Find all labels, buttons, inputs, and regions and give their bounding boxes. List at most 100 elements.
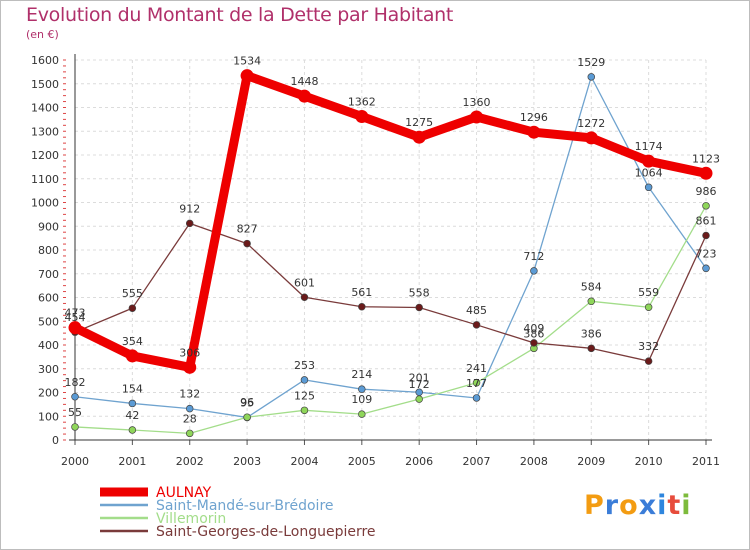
- data-point: [240, 69, 254, 83]
- data-point: [185, 219, 194, 228]
- series-villemorin: [71, 202, 710, 438]
- data-label: 1360: [463, 96, 491, 109]
- x-tick-label: 2009: [577, 455, 605, 468]
- series-line: [74, 205, 707, 435]
- logo-letter: i: [681, 490, 692, 521]
- data-label: 132: [179, 388, 200, 401]
- y-tick-label: 900: [38, 220, 59, 233]
- data-point: [472, 379, 481, 387]
- data-label: 712: [523, 250, 544, 263]
- data-point: [71, 393, 79, 401]
- data-label: 473: [65, 307, 86, 320]
- x-tick-label: 2006: [405, 455, 433, 468]
- logo-letter: i: [657, 490, 668, 521]
- data-point: [128, 304, 137, 312]
- chart-subtitle: (en €): [26, 28, 59, 41]
- data-label: 306: [179, 346, 200, 359]
- data-point: [300, 293, 309, 302]
- x-tick-label: 2010: [635, 455, 663, 468]
- data-label: 1534: [233, 55, 261, 68]
- data-point: [470, 110, 484, 124]
- data-point: [128, 399, 137, 408]
- data-point: [644, 183, 653, 192]
- data-label: 912: [179, 202, 200, 215]
- data-label: 354: [122, 335, 143, 348]
- data-label: 241: [466, 362, 487, 375]
- data-label: 601: [294, 276, 315, 289]
- data-label: 1275: [405, 116, 433, 129]
- data-label: 409: [523, 322, 544, 335]
- data-label: 986: [696, 185, 717, 198]
- legend-label: Saint-Georges-de-Longuepierre: [156, 524, 376, 540]
- legend-label: Villemorin: [156, 511, 226, 527]
- data-point: [243, 413, 251, 421]
- data-point: [183, 360, 197, 374]
- data-point: [300, 376, 309, 384]
- data-point: [472, 321, 481, 329]
- legend-label: Saint-Mandé-sur-Brédoire: [156, 498, 334, 514]
- data-label: 386: [581, 327, 602, 340]
- y-tick-label: 700: [38, 268, 59, 281]
- legend-label: AULNAY: [156, 485, 212, 501]
- data-label: 55: [68, 406, 82, 419]
- data-label: 561: [351, 286, 372, 299]
- data-point: [530, 339, 538, 347]
- y-tick-label: 400: [38, 339, 59, 352]
- y-tick-label: 0: [52, 434, 59, 447]
- x-tick-label: 2007: [463, 455, 491, 468]
- data-point: [71, 423, 79, 431]
- data-point: [702, 231, 710, 240]
- series-aulnay: [68, 69, 713, 374]
- series-layer: [68, 69, 713, 438]
- data-label: 1529: [577, 56, 605, 69]
- data-label: 109: [351, 393, 372, 406]
- y-tick-label: 1600: [31, 54, 59, 67]
- data-label: 95: [240, 396, 254, 409]
- y-tick-label: 1400: [31, 102, 59, 115]
- data-point: [128, 426, 137, 434]
- data-point: [527, 125, 541, 139]
- logo-letter: P: [584, 490, 605, 521]
- data-label: 332: [638, 340, 659, 353]
- data-label: 559: [638, 286, 659, 299]
- logo-letter: r: [604, 490, 620, 521]
- x-tick-label: 2011: [692, 455, 720, 468]
- data-label: 172: [409, 378, 430, 391]
- data-point: [297, 89, 311, 103]
- logo-letter: o: [619, 490, 639, 521]
- series-line: [74, 222, 707, 362]
- y-tick-label: 200: [38, 387, 59, 400]
- y-tick-label: 1100: [31, 173, 59, 186]
- y-tick-label: 1200: [31, 149, 59, 162]
- y-tick-label: 300: [38, 363, 59, 376]
- data-label: 723: [696, 247, 717, 260]
- data-label: 555: [122, 287, 143, 300]
- data-point: [358, 303, 366, 311]
- data-point: [644, 303, 653, 311]
- data-point: [68, 321, 82, 335]
- data-point: [699, 166, 713, 180]
- data-point: [412, 130, 426, 144]
- data-label: 1272: [577, 117, 605, 130]
- data-point: [355, 110, 369, 124]
- data-point: [584, 131, 598, 145]
- data-label: 42: [125, 409, 139, 422]
- data-label: 214: [351, 368, 372, 381]
- x-tick-label: 2005: [348, 455, 376, 468]
- data-label: 1448: [290, 75, 318, 88]
- data-label: 253: [294, 359, 315, 372]
- grid-layer: [74, 59, 707, 441]
- data-point: [587, 344, 596, 353]
- data-label: 827: [237, 223, 258, 236]
- data-label: 386: [523, 327, 544, 340]
- data-point: [415, 395, 423, 403]
- data-point: [642, 154, 656, 168]
- data-point: [300, 406, 309, 415]
- x-tick-label: 2008: [520, 455, 548, 468]
- logo-letter: x: [638, 490, 658, 521]
- data-label: 485: [466, 304, 487, 317]
- data-label: 96: [240, 396, 254, 409]
- x-tick-label: 2003: [233, 455, 261, 468]
